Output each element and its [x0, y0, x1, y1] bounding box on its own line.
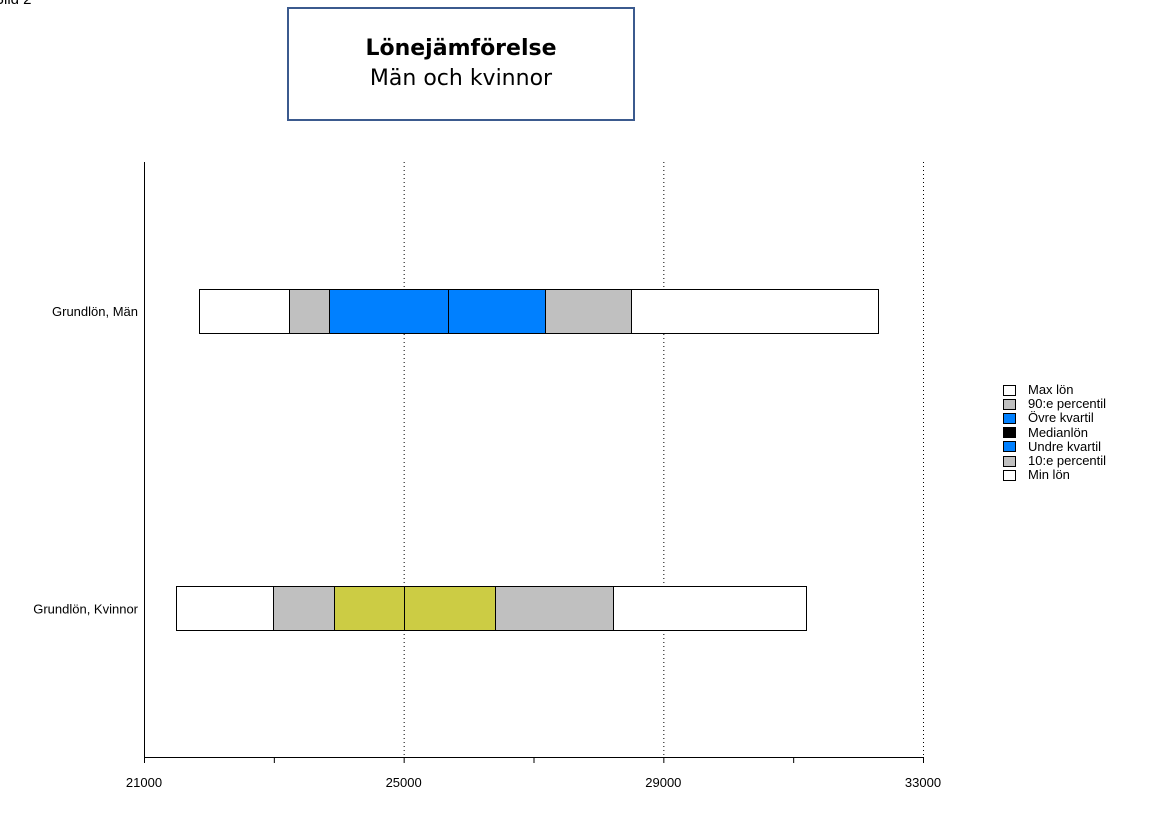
- lower-quartile-segment: [329, 289, 449, 334]
- legend-label: Min lön: [1028, 467, 1070, 483]
- legend-swatch: [1003, 455, 1016, 467]
- chart-legend: Max lön 90:e percentil Övre kvartil Medianl…: [1003, 383, 1106, 482]
- upper-quartile-segment: [448, 289, 546, 334]
- category-label: Grundlön, Män: [52, 304, 138, 319]
- legend-swatch: [1003, 412, 1016, 424]
- legend-item: Övre kvartil: [1003, 411, 1106, 425]
- x-tick-label: 29000: [645, 775, 681, 790]
- chart-subtitle: Män och kvinnor: [369, 66, 553, 91]
- p90-segment: [545, 289, 632, 334]
- corner-caption: Bild 2: [0, 0, 32, 8]
- max-segment: [613, 586, 807, 631]
- legend-swatch: [1003, 384, 1016, 396]
- legend-label: Max lön: [1028, 382, 1074, 398]
- x-tick-label: 25000: [386, 775, 422, 790]
- category-label: Grundlön, Kvinnor: [33, 601, 138, 616]
- legend-swatch: [1003, 398, 1016, 410]
- upper-quartile-segment: [404, 586, 496, 631]
- legend-item: 90:e percentil: [1003, 397, 1106, 411]
- lower-quartile-segment: [334, 586, 405, 631]
- x-tick-label: 21000: [126, 775, 162, 790]
- chart-title: Lönejämförelse: [365, 36, 557, 61]
- legend-swatch: [1003, 469, 1016, 481]
- legend-item: 10:e percentil: [1003, 454, 1106, 468]
- legend-label: Medianlön: [1028, 424, 1088, 440]
- p10-segment: [273, 586, 335, 631]
- max-segment: [631, 289, 879, 334]
- legend-label: 90:e percentil: [1028, 396, 1107, 412]
- p10-segment: [289, 289, 330, 334]
- legend-label: 10:e percentil: [1028, 453, 1107, 469]
- legend-swatch: [1003, 441, 1016, 453]
- min-segment: [176, 586, 274, 631]
- legend-item: Min lön: [1003, 468, 1106, 482]
- legend-label: Övre kvartil: [1028, 410, 1094, 426]
- legend-swatch: [1003, 427, 1016, 439]
- chart-title-box: Lönejämförelse Män och kvinnor: [287, 7, 635, 121]
- min-segment: [199, 289, 290, 334]
- legend-item: Max lön: [1003, 383, 1106, 397]
- legend-item: Medianlön: [1003, 424, 1106, 440]
- p90-segment: [495, 586, 614, 631]
- legend-label: Undre kvartil: [1028, 438, 1101, 454]
- legend-item: Undre kvartil: [1003, 438, 1106, 454]
- x-tick-label: 33000: [905, 775, 941, 790]
